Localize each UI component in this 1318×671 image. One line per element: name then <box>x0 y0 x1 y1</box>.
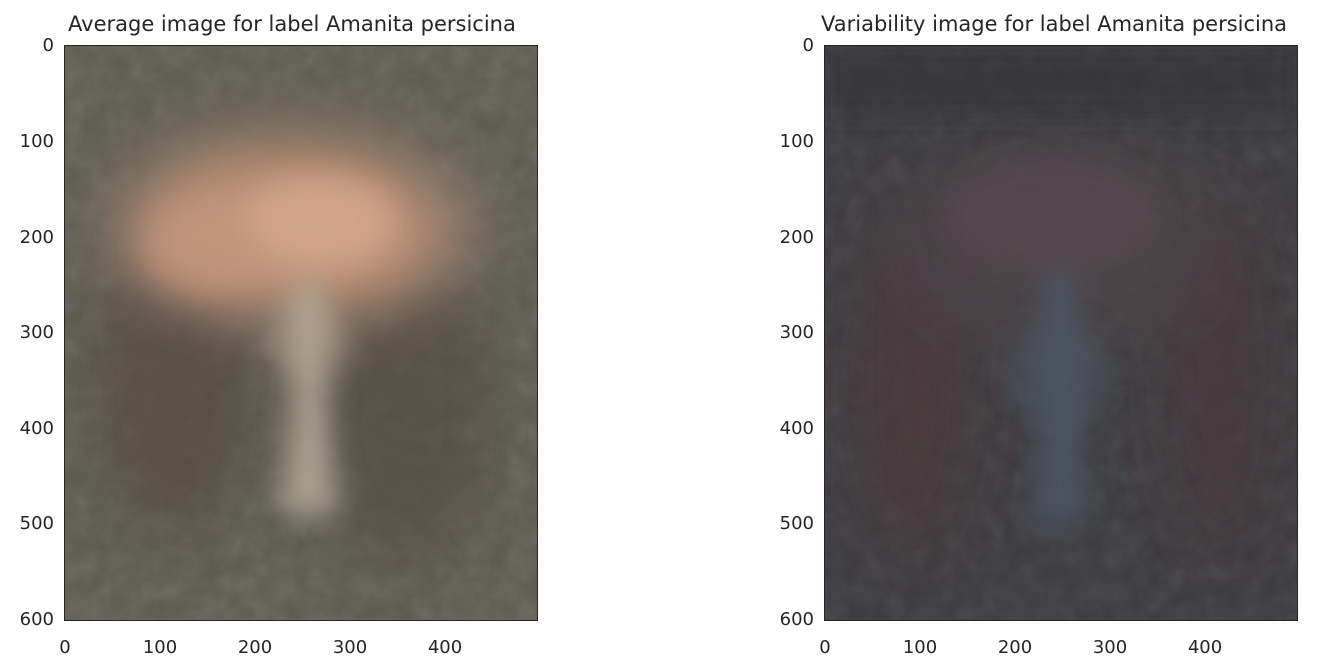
panel-title: Variability image for label Amanita pers… <box>821 12 1288 36</box>
x-tick-label: 400 <box>1187 637 1223 658</box>
x-tick-label: 300 <box>1092 637 1128 658</box>
x-tick-label: 300 <box>332 637 368 658</box>
x-tick-label: 0 <box>819 637 831 658</box>
y-tick-label: 100 <box>19 131 54 152</box>
y-tick-label: 600 <box>779 609 814 630</box>
variability-image <box>824 45 1298 621</box>
x-tick-label: 200 <box>237 637 273 658</box>
average-image-panel: Average image for label Amanita persicin… <box>0 0 560 671</box>
y-tick-label: 200 <box>19 227 54 248</box>
y-tick-label: 400 <box>779 418 814 439</box>
y-tick-label: 600 <box>19 609 54 630</box>
y-tick-label: 0 <box>802 35 814 56</box>
variability-image-panel: Variability image for label Amanita pers… <box>760 0 1318 671</box>
panel-title: Average image for label Amanita persicin… <box>68 12 516 36</box>
y-tick-label: 200 <box>779 227 814 248</box>
x-tick-label: 100 <box>142 637 178 658</box>
y-tick-label: 300 <box>779 322 814 343</box>
y-tick-label: 400 <box>19 418 54 439</box>
x-tick-label: 100 <box>902 637 938 658</box>
y-tick-label: 500 <box>779 513 814 534</box>
average-image <box>64 45 538 621</box>
y-tick-label: 0 <box>42 35 54 56</box>
y-tick-label: 100 <box>779 131 814 152</box>
y-tick-label: 500 <box>19 513 54 534</box>
x-tick-label: 0 <box>59 637 71 658</box>
x-tick-label: 200 <box>997 637 1033 658</box>
x-tick-label: 400 <box>427 637 463 658</box>
y-tick-label: 300 <box>19 322 54 343</box>
